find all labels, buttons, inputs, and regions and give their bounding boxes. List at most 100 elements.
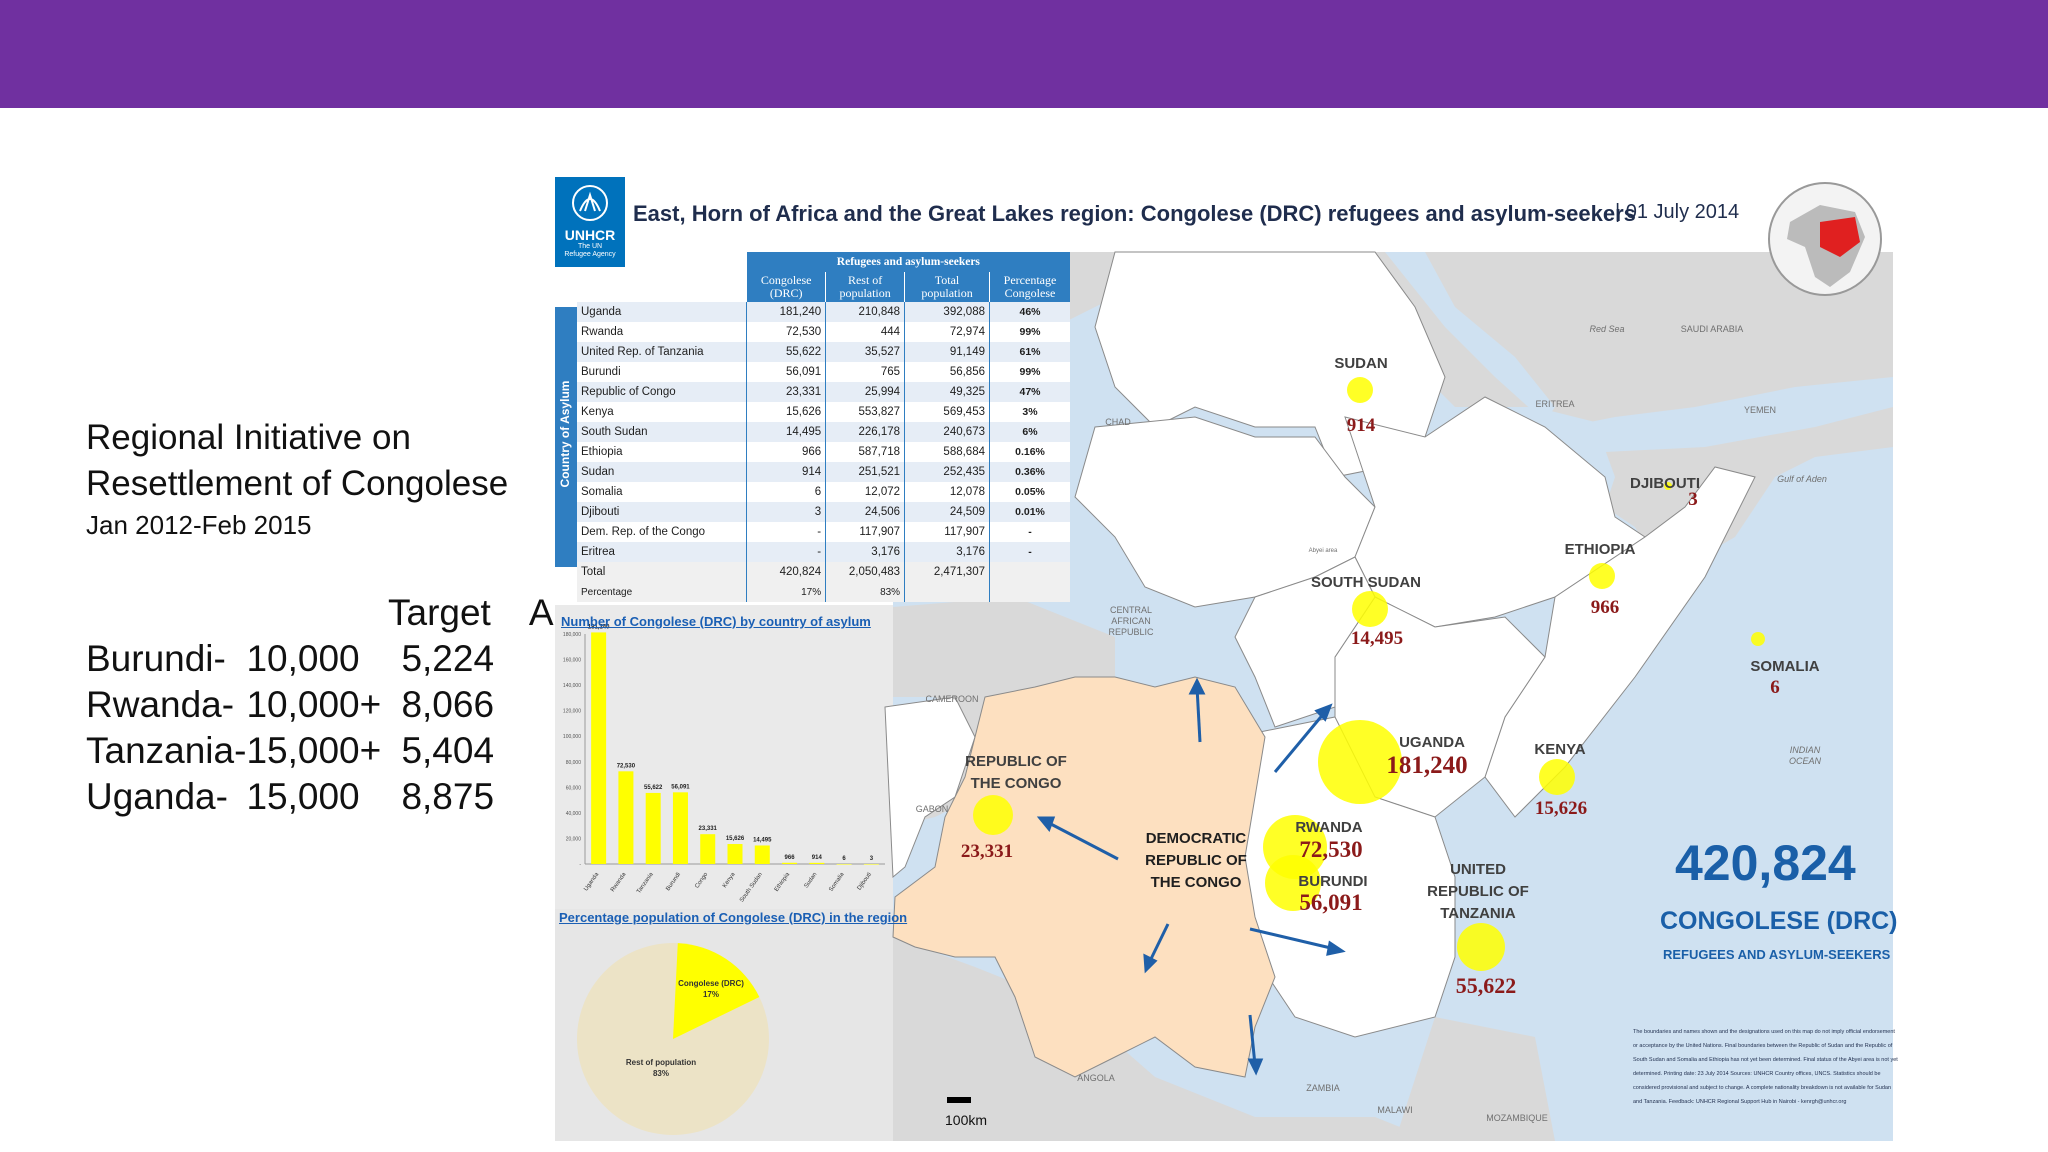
value-tanzania: 55,622	[1456, 973, 1517, 998]
cell-country: Republic of Congo	[577, 382, 747, 402]
cell-value: 444	[825, 322, 905, 342]
label-somalia: SOMALIA	[1750, 658, 1819, 675]
label-zambia: ZAMBIA	[1306, 1083, 1340, 1093]
globe-region	[1820, 217, 1860, 257]
label-uganda: UGANDA	[1399, 734, 1465, 751]
cell-value: 12,072	[825, 482, 905, 502]
cell-value: 181,240	[746, 302, 826, 322]
slide-text-block: Regional Initiative on Resettlement of C…	[86, 415, 508, 543]
label-angola: ANGOLA	[1077, 1073, 1115, 1083]
bar-value-label: 6	[842, 856, 846, 862]
cell-value: -	[746, 542, 826, 562]
label-drc-2: REPUBLIC OF	[1145, 852, 1247, 869]
refugee-table: Refugees and asylum-seekers Congolese (DR…	[577, 252, 1070, 602]
value-sudan: 914	[1347, 415, 1376, 436]
land-mozambique	[1395, 1017, 1555, 1141]
cell-value: 99%	[989, 362, 1070, 382]
cell-value: 0.01%	[989, 502, 1070, 522]
cell-country: Somalia	[577, 482, 747, 502]
unhcr-map-panel: SUDAN SOUTH SUDAN ETHIOPIA DJIBOUTI SOMA…	[555, 177, 1903, 1141]
cell-value: 24,506	[825, 502, 905, 522]
arrow-southwest	[1147, 923, 1170, 964]
col-congolese: Congolese (DRC)	[746, 272, 826, 302]
col-total: Total population	[904, 272, 990, 302]
label-drc-1: DEMOCRATIC	[1146, 830, 1247, 847]
cell-value: 117,907	[825, 522, 905, 542]
minor-labels: CHAD CENTRAL AFRICAN REPUBLIC CAMEROON G…	[916, 324, 1827, 1123]
bubble-sudan	[1347, 377, 1373, 403]
total-label: CONGOLESE (DRC)	[1660, 907, 1898, 935]
row-actual: 5,404	[401, 730, 495, 771]
row-target: 15,000	[246, 776, 360, 817]
pie-chart: Congolese (DRC) 17% Rest of population 8…	[577, 943, 769, 1135]
cell-country: Kenya	[577, 402, 747, 422]
label-kenya: KENYA	[1534, 741, 1585, 758]
label-saudi: SAUDI ARABIA	[1681, 324, 1744, 334]
cell-country: Rwanda	[577, 322, 747, 342]
col-percentage: Percentage Congolese	[989, 272, 1070, 302]
scale-label: 100km	[945, 1112, 988, 1128]
cell-value: 49,325	[904, 382, 990, 402]
gulf-of-aden	[1565, 377, 1893, 452]
label-eritrea: ERITREA	[1535, 399, 1574, 409]
unhcr-emblem-icon	[572, 185, 608, 221]
cell-value: 0.16%	[989, 442, 1070, 462]
bar-y-tick: 160,000	[563, 658, 581, 664]
cell-value: 35,527	[825, 342, 905, 362]
cell-total: 2,471,307	[904, 562, 990, 582]
slide-period: Jan 2012-Feb 2015	[86, 510, 312, 540]
resettlement-row: Uganda- 15,000 8,875	[86, 774, 511, 820]
row-country: Tanzania-	[86, 730, 247, 771]
cell-total	[989, 562, 1070, 582]
unhcr-logo: UNHCR The UN Refugee Agency	[555, 177, 625, 267]
cell-country: South Sudan	[577, 422, 747, 442]
label-abyei: Abyei area	[1309, 548, 1338, 554]
cell-value: 226,178	[825, 422, 905, 442]
pie-label-rest-pct: 83%	[653, 1069, 669, 1078]
resettlement-row: Tanzania- 15,000+ 5,404	[86, 728, 511, 774]
scale-bar	[947, 1097, 971, 1103]
value-ethiopia: 966	[1591, 597, 1620, 618]
arrow-east	[1249, 927, 1336, 951]
table-row: United Rep. of Tanzania 55,622 35,527 91,14…	[577, 342, 1070, 362]
bar-y-tick: 40,000	[566, 811, 582, 817]
cell-value: 6%	[989, 422, 1070, 442]
land-north	[893, 252, 1893, 577]
map-title: East, Horn of Africa and the Great Lakes…	[633, 201, 1636, 226]
table-row: Burundi 56,091 765 56,856 99%	[577, 362, 1070, 382]
country-republic-of-congo	[884, 696, 976, 879]
table-group-header: Refugees and asylum-seekers	[746, 252, 1070, 272]
slide-title-line1: Regional Initiative on	[86, 418, 411, 457]
cell-total: 420,824	[746, 562, 826, 582]
arrow-head	[1188, 677, 1206, 695]
cell-percentage	[904, 582, 990, 602]
bubble-kenya	[1539, 759, 1575, 795]
cell-value: 3,176	[904, 542, 990, 562]
table-row: Uganda 181,240 210,848 392,088 46%	[577, 302, 1070, 322]
label-mozambique: MOZAMBIQUE	[1486, 1113, 1548, 1123]
cell-value: 3,176	[825, 542, 905, 562]
label-gabon: GABON	[916, 804, 949, 814]
table-row: Ethiopia 966 587,718 588,684 0.16%	[577, 442, 1070, 462]
row-country: Rwanda-	[86, 684, 235, 725]
cell-value: 61%	[989, 342, 1070, 362]
bar-y-tick: 60,000	[566, 785, 582, 791]
bubble-somalia	[1751, 632, 1765, 646]
bar-value-label: 966	[785, 855, 796, 861]
land-angola-zambia	[893, 937, 1435, 1141]
cell-percentage: Percentage	[577, 582, 747, 602]
cell-country: Ethiopia	[577, 442, 747, 462]
label-car-2: AFRICAN	[1111, 616, 1151, 626]
bar-somalia	[836, 863, 852, 865]
cell-value: 47%	[989, 382, 1070, 402]
bar-south-sudan	[754, 845, 770, 864]
cell-value: 765	[825, 362, 905, 382]
cell-percentage	[989, 582, 1070, 602]
pie-label-congolese-pct: 17%	[703, 990, 719, 999]
bar-value-label: 181,240	[588, 624, 610, 630]
side-label-text: Country of Asylum	[558, 380, 572, 488]
country-labels: SUDAN SOUTH SUDAN ETHIOPIA DJIBOUTI SOMA…	[965, 355, 1820, 922]
cell-value: 252,435	[904, 462, 990, 482]
label-car-3: REPUBLIC	[1108, 627, 1154, 637]
cell-percentage: 83%	[825, 582, 905, 602]
